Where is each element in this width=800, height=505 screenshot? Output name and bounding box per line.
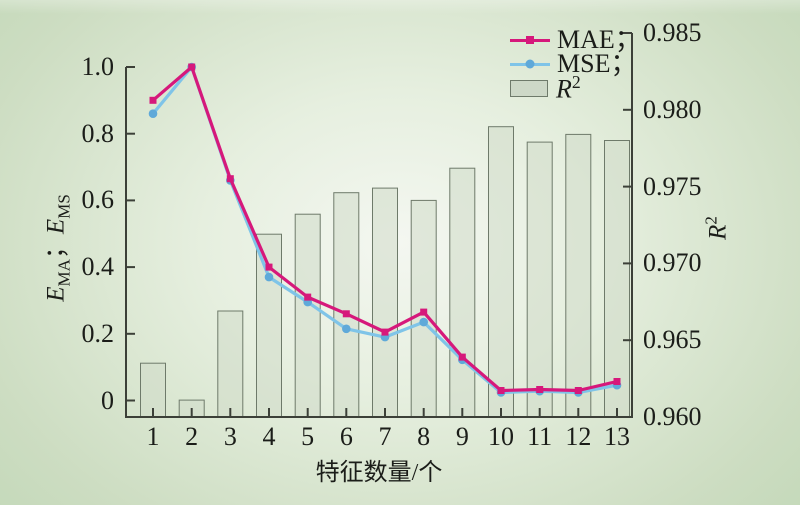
r2-bar [217, 310, 244, 418]
r2-bar [565, 133, 592, 418]
ylabel-left-sub1: MA [54, 259, 74, 287]
y-left-tick-label: 0.2 [81, 318, 115, 348]
legend-item-mse: MSE； [508, 49, 641, 78]
legend-r2-base: R [556, 74, 572, 104]
r2-bar [604, 140, 630, 418]
mae-point [497, 387, 505, 394]
x-tick-label: 12 [565, 422, 592, 451]
y-left-tick-label: 1.0 [81, 52, 115, 81]
r2-bar [526, 141, 553, 418]
mse-line-sample [508, 57, 552, 71]
ylabel-right-R: R [704, 224, 732, 240]
y-left-tick-label: 0.4 [81, 252, 115, 282]
y-left-tick-label: 0.8 [81, 118, 115, 148]
legend-item-mae: MAE； [508, 25, 641, 54]
mae-point [458, 353, 466, 361]
mae-point [536, 386, 544, 393]
mae-point [226, 175, 234, 183]
mae-point [342, 310, 350, 318]
mae-point [149, 96, 157, 104]
x-tick-label: 10 [488, 422, 514, 451]
x-tick-label: 1 [146, 422, 160, 451]
x-tick-label: 9 [455, 422, 469, 451]
y-left-tick-label: 0.6 [81, 185, 115, 215]
r2-bar-swatch-icon [510, 79, 548, 97]
x-tick-label: 6 [339, 422, 353, 451]
r2-bar [294, 213, 321, 418]
legend-label-mae: MAE； [557, 25, 641, 54]
legend-label-r2: R2 [556, 71, 581, 104]
mse-point [342, 324, 351, 334]
ylabel-left-E1: E [42, 286, 70, 302]
y-right-tick-label: 0.985 [643, 18, 702, 47]
mae-point [188, 63, 196, 71]
mae-point [381, 328, 389, 336]
mae-point [420, 308, 428, 316]
r2-bar [449, 167, 476, 418]
mse-point [419, 317, 429, 327]
r2-bar [256, 233, 282, 418]
ylabel-right-exp: 2 [701, 216, 721, 225]
mae-point [574, 387, 582, 394]
x-axis-label: 特征数量/个 [315, 460, 443, 486]
ylabel-left-separator: ； [42, 234, 70, 260]
y-axis-left-label: EMA；EMS [36, 194, 75, 302]
mse-point [148, 109, 158, 118]
y-right-tick-label: 0.965 [643, 325, 702, 355]
y-right-tick-label: 0.960 [643, 402, 702, 431]
mae-line-sample [508, 33, 552, 47]
r2-bar [488, 126, 514, 418]
mse-point [264, 272, 274, 282]
y-right-tick-label: 0.975 [643, 171, 702, 201]
x-tick-label: 11 [527, 422, 553, 451]
legend: MAE； MSE； R2 [508, 25, 641, 104]
legend-item-r2: R2 [508, 71, 641, 104]
mae-point [304, 293, 312, 301]
x-tick-label: 4 [262, 422, 276, 451]
legend-label-mse: MSE； [557, 49, 637, 78]
x-tick-label: 8 [417, 422, 431, 451]
y-left-tick-label: 0 [101, 385, 114, 415]
legend-r2-exp: 2 [571, 71, 581, 92]
ylabel-left-sub2: MS [54, 194, 74, 219]
y-right-tick-label: 0.970 [643, 248, 702, 278]
r2-bar [372, 187, 398, 418]
y-axis-right-label: R2 [701, 216, 732, 240]
x-tick-label: 13 [604, 422, 630, 451]
y-right-tick-label: 0.980 [643, 94, 702, 124]
mae-point [265, 263, 273, 271]
x-tick-label: 7 [378, 422, 392, 451]
x-tick-label: 5 [301, 422, 315, 451]
ylabel-left-E2: E [42, 218, 70, 235]
x-tick-label: 2 [185, 422, 199, 451]
mae-square-marker-icon [526, 36, 534, 44]
x-tick-label: 3 [223, 422, 237, 451]
mse-circle-marker-icon [525, 59, 535, 69]
r2-bar [333, 192, 360, 418]
mae-point [613, 378, 621, 385]
